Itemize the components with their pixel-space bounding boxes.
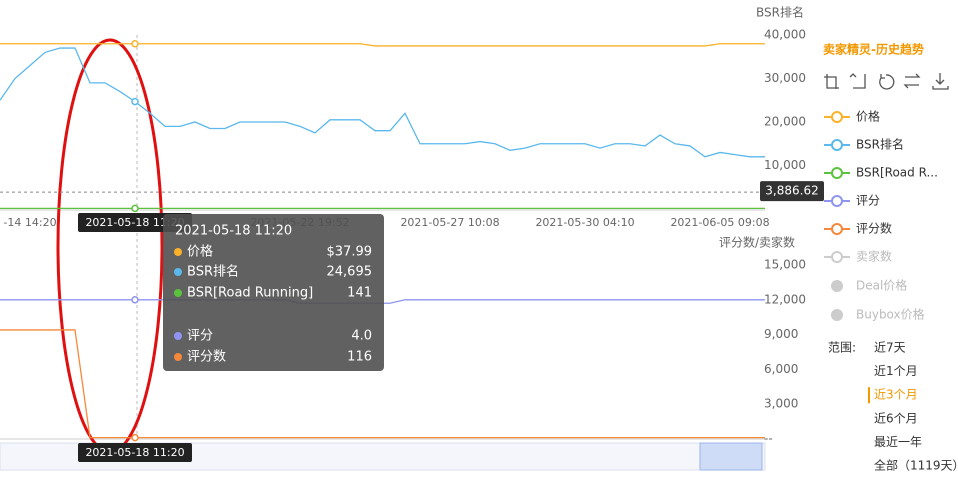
- tooltip-name: 评分: [187, 329, 213, 344]
- y2-tick-label: 12,000: [764, 292, 806, 306]
- legend-label[interactable]: 价格: [856, 109, 880, 124]
- legend-label[interactable]: 评分数: [856, 221, 892, 236]
- tooltip-value: 116: [347, 350, 372, 365]
- legend-swatch[interactable]: [831, 111, 843, 123]
- range-option[interactable]: 近6个月: [874, 411, 918, 425]
- legend-swatch[interactable]: [831, 309, 843, 321]
- y2-axis-title: 评分数/卖家数: [719, 235, 795, 250]
- tooltip-name: BSR[Road Running]: [187, 286, 313, 301]
- y-tick-label: 30,000: [764, 71, 806, 85]
- range-option[interactable]: 最近一年: [874, 435, 922, 449]
- tooltip-value: 4.0: [351, 329, 372, 344]
- series-line: [0, 47, 765, 158]
- tooltip: 2021-05-18 11:20 价格 $37.99 BSR排名 24,695 BSR[R…: [163, 214, 384, 371]
- x-tick-label: 2021-06-05 09:08: [670, 216, 769, 229]
- tooltip-value: 24,695: [327, 265, 373, 280]
- tooltip-dot: [174, 268, 182, 276]
- tooltip-name: 评分数: [187, 350, 226, 365]
- switch-icon[interactable]: [903, 73, 921, 89]
- axis-pointer-label: 2021-05-18 11:20: [85, 216, 184, 229]
- zoom-icon[interactable]: [824, 74, 839, 89]
- tooltip-dot: [174, 353, 182, 361]
- hover-dot: [131, 39, 139, 48]
- legend-swatch[interactable]: [831, 195, 843, 207]
- x-tick-label: -14 14:20: [3, 216, 56, 229]
- tooltip-dot: [174, 289, 182, 297]
- tooltip-name: 价格: [187, 244, 213, 260]
- legend-label[interactable]: 卖家数: [856, 249, 892, 264]
- zoom-handle[interactable]: [699, 442, 763, 471]
- tooltip-dot: [174, 248, 182, 256]
- y2-tick-label: 9,000: [764, 327, 798, 341]
- range-option[interactable]: 近1个月: [874, 364, 918, 378]
- marker-label: 3,886.62: [765, 184, 818, 198]
- range-option[interactable]: 全部（1119天）: [874, 458, 958, 473]
- hover-dot: [131, 204, 139, 213]
- hover-dot: [131, 97, 139, 106]
- tooltip-dot: [174, 332, 182, 340]
- series-line: [0, 329, 765, 439]
- y-tick-label: 10,000: [764, 158, 806, 172]
- legend-title: 卖家精灵-历史趋势: [823, 42, 924, 57]
- y2-tick-label: 15,000: [764, 258, 806, 272]
- legend-swatch[interactable]: [831, 167, 843, 179]
- annotation-ellipse: [56, 38, 164, 454]
- y-tick-label: 40,000: [764, 28, 806, 42]
- marker-box: [760, 181, 824, 202]
- y-tick-label: 20,000: [764, 115, 806, 129]
- legend-swatch[interactable]: [831, 223, 843, 235]
- tooltip-date: 2021-05-18 11:20: [175, 224, 292, 239]
- axis-pointer-label: 2021-05-18 11:20: [85, 446, 184, 459]
- axis-pointer-box: [78, 443, 192, 462]
- hover-dot: [131, 296, 139, 304]
- legend-swatch[interactable]: [831, 280, 843, 292]
- legend-swatch[interactable]: [831, 251, 843, 263]
- legend-label[interactable]: Buybox价格: [856, 307, 925, 322]
- tooltip-box: [163, 214, 384, 371]
- y2-tick-label: 6,000: [764, 362, 798, 376]
- legend-label[interactable]: Deal价格: [856, 278, 907, 293]
- x-tick-label: 2021-05-30 04:10: [535, 216, 634, 229]
- legend-label[interactable]: BSR排名: [856, 137, 904, 152]
- x-tick-label: 2021-05-27 10:08: [400, 216, 499, 229]
- range-option[interactable]: 近3个月: [874, 388, 918, 402]
- download-icon[interactable]: [932, 73, 949, 90]
- refresh-icon[interactable]: [879, 74, 895, 90]
- legend-label[interactable]: 评分: [856, 194, 880, 208]
- y2-tick-label: --: [764, 432, 773, 446]
- tooltip-value: 141: [347, 286, 372, 301]
- hover-dot: [131, 433, 139, 442]
- legend-swatch[interactable]: [831, 139, 843, 151]
- y-axis-title: BSR排名: [756, 5, 804, 20]
- range-label: 范围:: [828, 341, 856, 355]
- tooltip-value: $37.99: [327, 245, 373, 260]
- range-indicator: [868, 387, 870, 404]
- back-icon[interactable]: [849, 73, 866, 89]
- tooltip-name: BSR排名: [187, 264, 239, 280]
- series-line: [0, 43, 765, 47]
- range-option[interactable]: 近7天: [874, 341, 906, 355]
- y2-tick-label: 3,000: [764, 397, 798, 411]
- toolbar: [824, 73, 949, 90]
- legend-label[interactable]: BSR[Road R...: [856, 166, 938, 180]
